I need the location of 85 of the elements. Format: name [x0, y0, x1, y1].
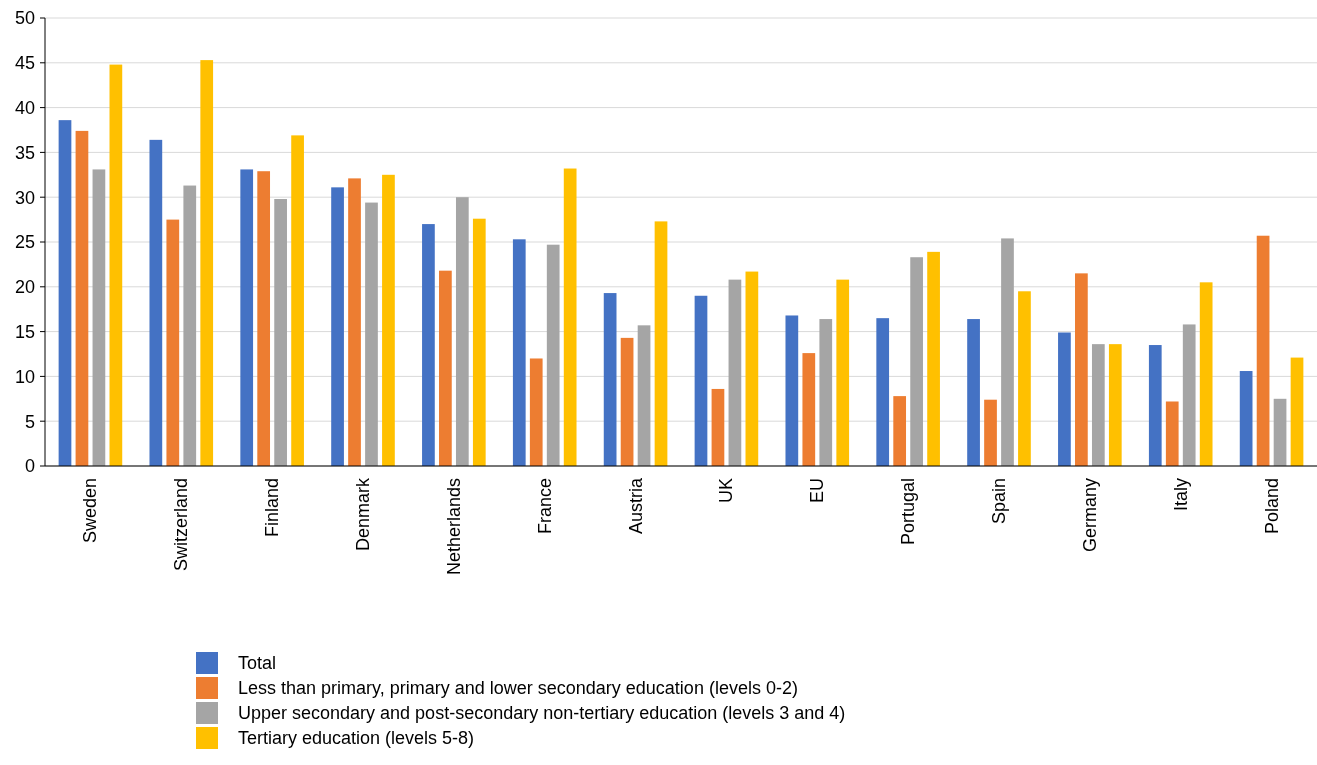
bar — [529, 358, 543, 466]
y-tick-label: 40 — [14, 97, 35, 118]
bar — [694, 295, 708, 466]
y-tick-label: 30 — [14, 187, 35, 208]
bar — [109, 64, 123, 466]
bar — [472, 218, 486, 466]
x-tick-label: Poland — [1261, 478, 1282, 535]
bar — [603, 293, 617, 466]
x-tick-label: UK — [716, 478, 737, 504]
bar — [654, 221, 668, 466]
x-tick-label: Finland — [262, 478, 283, 538]
bar — [836, 279, 850, 466]
bar — [1239, 371, 1253, 466]
x-tick-label: Sweden — [80, 478, 101, 544]
bar — [75, 130, 89, 466]
y-tick-label: 0 — [24, 456, 35, 477]
bar — [365, 202, 378, 466]
x-tick-label: Italy — [1170, 478, 1191, 512]
bar — [422, 224, 435, 466]
bar — [1199, 282, 1213, 466]
bar — [910, 257, 923, 466]
bar — [331, 187, 344, 466]
x-tick-label: Germany — [1079, 478, 1100, 553]
legend-label: Tertiary education (levels 5-8) — [238, 728, 475, 749]
bar — [1018, 291, 1031, 466]
bar — [927, 251, 940, 466]
bar — [166, 219, 180, 466]
x-tick-label: Portugal — [898, 478, 919, 546]
y-tick-label: 50 — [14, 8, 35, 29]
bar — [967, 319, 980, 466]
x-tick-label: Netherlands — [443, 478, 464, 576]
x-tick-label: Austria — [625, 477, 646, 535]
bar — [1001, 238, 1014, 466]
bar — [257, 171, 271, 466]
bar — [563, 168, 577, 466]
bar — [637, 325, 651, 466]
x-tick-label: Denmark — [353, 477, 373, 552]
y-tick-label: 10 — [14, 366, 35, 387]
bar — [984, 399, 997, 466]
bar — [1165, 401, 1179, 466]
bar — [291, 135, 304, 466]
bar — [1148, 345, 1162, 466]
bar — [620, 337, 634, 466]
x-tick-label: Switzerland — [171, 478, 192, 572]
bar — [893, 396, 907, 466]
x-tick-label: Spain — [989, 478, 1009, 525]
bar — [745, 271, 759, 466]
bar — [240, 169, 254, 466]
legend-label: Upper secondary and post-secondary non-tertiary education (levels 3 and 4) — [238, 703, 846, 724]
bar — [711, 388, 725, 466]
bar — [455, 197, 469, 466]
bar — [1075, 273, 1088, 466]
legend-label: Total — [238, 653, 277, 674]
bar — [274, 198, 287, 466]
bar — [92, 169, 106, 466]
y-tick-label: 20 — [14, 277, 35, 298]
x-tick-label: EU — [807, 478, 828, 504]
bar — [802, 353, 816, 466]
bar — [183, 185, 197, 466]
bar — [1108, 344, 1122, 466]
bar — [546, 244, 560, 466]
bar — [785, 315, 799, 466]
bar — [149, 139, 163, 466]
bar — [1091, 344, 1105, 466]
bar — [876, 318, 890, 466]
bar — [1182, 324, 1196, 466]
legend-label: Less than primary, primary and lower secondary education (levels 0-2) — [238, 678, 798, 699]
bar — [439, 270, 452, 466]
y-tick-label: 15 — [14, 321, 35, 342]
bar — [200, 60, 214, 466]
bar — [58, 120, 72, 466]
bar — [819, 319, 833, 466]
bar — [1273, 398, 1287, 466]
bar — [728, 279, 742, 466]
bar — [1290, 357, 1304, 466]
y-tick-label: 5 — [24, 411, 35, 432]
y-tick-label: 25 — [14, 232, 35, 253]
y-tick-label: 45 — [14, 53, 35, 74]
x-tick-label: France — [534, 478, 555, 535]
y-tick-label: 35 — [14, 142, 35, 163]
bar — [512, 239, 526, 466]
bar — [1058, 332, 1071, 466]
bar — [1256, 235, 1270, 466]
bar — [382, 174, 395, 466]
bar — [348, 178, 361, 466]
